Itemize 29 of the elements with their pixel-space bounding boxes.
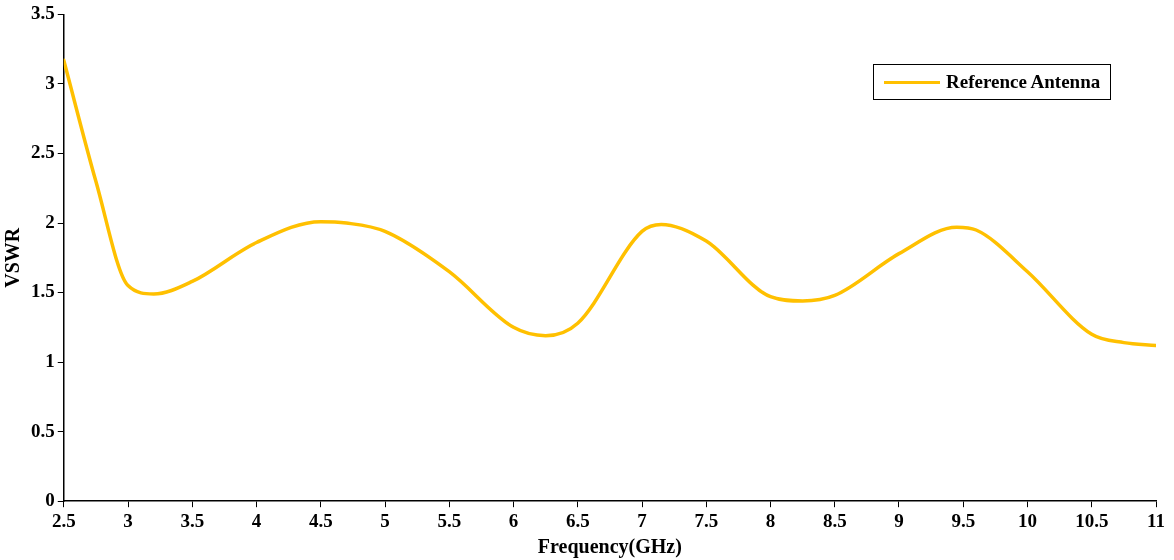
y-tick-label: 3	[45, 71, 55, 93]
x-tick-label: 9	[894, 509, 904, 531]
x-tick-label: 3	[123, 509, 133, 531]
y-tick-label: 0	[45, 489, 55, 511]
x-tick-label: 10	[1018, 509, 1037, 531]
x-tick-label: 5.5	[437, 509, 462, 531]
x-tick-label: 8	[765, 509, 776, 531]
y-tick-label: 0.5	[31, 419, 55, 441]
x-tick-label: 6	[508, 509, 519, 531]
x-tick-label: 6.5	[565, 509, 590, 531]
x-tick-label: 4.5	[308, 509, 333, 531]
y-axis-title: VSWR	[1, 227, 24, 288]
x-tick-label: 5	[380, 509, 390, 531]
y-tick-label: 2.5	[31, 141, 55, 163]
line-series	[63, 58, 1156, 348]
x-tick-label: 9.5	[951, 509, 976, 531]
y-tick-label: 3.5	[31, 2, 55, 24]
x-tick-label: 4	[251, 509, 262, 531]
x-tick-label: 7	[637, 509, 648, 531]
y-tick-label: 1.5	[31, 280, 55, 302]
x-tick-label: 3.5	[180, 509, 205, 531]
y-tick-label: 2	[45, 210, 55, 232]
x-axis-title: Frequency(GHz)	[537, 535, 682, 559]
x-tick-label: 10.5	[1075, 509, 1109, 531]
y-tick-label: 1	[45, 350, 55, 372]
x-tick-label: 11	[1147, 509, 1165, 531]
legend-label: Reference Antenna	[946, 71, 1101, 94]
x-tick-label: 8.5	[822, 509, 847, 531]
x-tick-label: 7.5	[694, 509, 719, 531]
